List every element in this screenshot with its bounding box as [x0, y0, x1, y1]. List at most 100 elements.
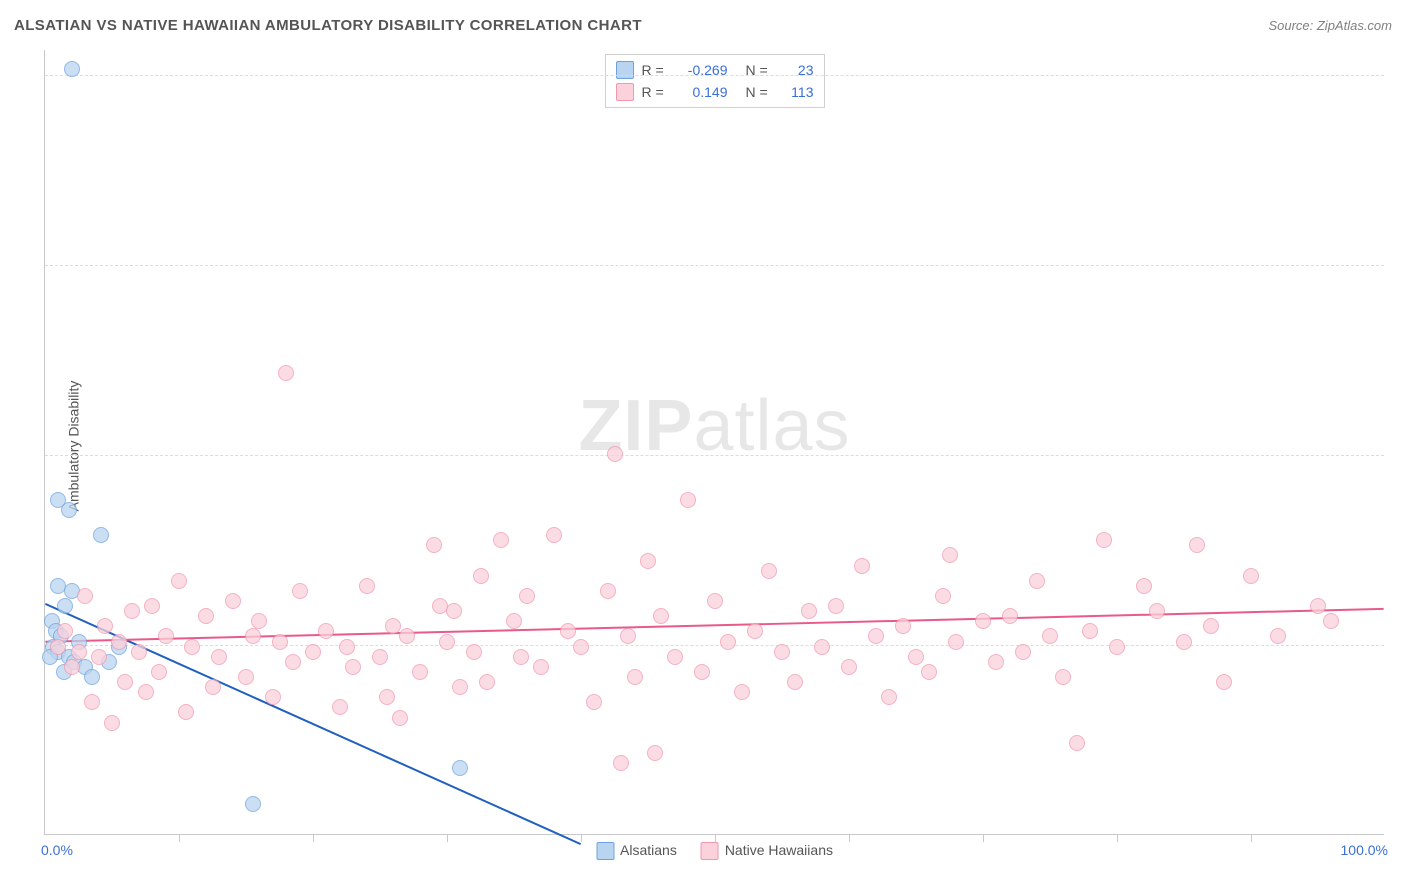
data-point: [533, 659, 549, 675]
data-point: [707, 593, 723, 609]
data-point: [104, 715, 120, 731]
data-point: [466, 644, 482, 660]
data-point: [158, 628, 174, 644]
data-point: [184, 639, 200, 655]
x-axis-max-label: 100.0%: [1341, 842, 1388, 858]
data-point: [345, 659, 361, 675]
correlation-legend: R =-0.269N =23R =0.149N =113: [605, 54, 825, 108]
data-point: [667, 649, 683, 665]
data-point: [1109, 639, 1125, 655]
y-tick-label: 7.5%: [1394, 637, 1406, 653]
x-tick: [983, 834, 984, 842]
data-point: [948, 634, 964, 650]
data-point: [225, 593, 241, 609]
gridline: [45, 455, 1384, 456]
data-point: [519, 588, 535, 604]
data-point: [1203, 618, 1219, 634]
y-tick-label: 15.0%: [1394, 447, 1406, 463]
series-legend: AlsatiansNative Hawaiians: [596, 842, 833, 860]
legend-swatch: [596, 842, 614, 860]
y-tick-label: 22.5%: [1394, 257, 1406, 273]
data-point: [77, 588, 93, 604]
data-point: [64, 659, 80, 675]
x-tick: [447, 834, 448, 842]
data-point: [988, 654, 1004, 670]
data-point: [392, 710, 408, 726]
x-tick: [715, 834, 716, 842]
data-point: [452, 679, 468, 695]
data-point: [131, 644, 147, 660]
data-point: [814, 639, 830, 655]
data-point: [245, 796, 261, 812]
data-point: [111, 634, 127, 650]
data-point: [1216, 674, 1232, 690]
data-point: [359, 578, 375, 594]
data-point: [620, 628, 636, 644]
data-point: [1243, 568, 1259, 584]
data-point: [251, 613, 267, 629]
data-point: [513, 649, 529, 665]
data-point: [211, 649, 227, 665]
data-point: [560, 623, 576, 639]
data-point: [124, 603, 140, 619]
data-point: [680, 492, 696, 508]
data-point: [493, 532, 509, 548]
data-point: [93, 527, 109, 543]
x-axis-min-label: 0.0%: [41, 842, 73, 858]
data-point: [292, 583, 308, 599]
data-point: [801, 603, 817, 619]
data-point: [412, 664, 428, 680]
data-point: [372, 649, 388, 665]
data-point: [921, 664, 937, 680]
data-point: [151, 664, 167, 680]
data-point: [640, 553, 656, 569]
data-point: [607, 446, 623, 462]
data-point: [452, 760, 468, 776]
data-point: [627, 669, 643, 685]
data-point: [198, 608, 214, 624]
data-point: [71, 644, 87, 660]
data-point: [1082, 623, 1098, 639]
x-tick: [849, 834, 850, 842]
data-point: [57, 598, 73, 614]
data-point: [868, 628, 884, 644]
data-point: [586, 694, 602, 710]
data-point: [942, 547, 958, 563]
legend-item: Alsatians: [596, 842, 677, 860]
x-tick: [581, 834, 582, 842]
data-point: [238, 669, 254, 685]
data-point: [1002, 608, 1018, 624]
data-point: [138, 684, 154, 700]
x-tick: [179, 834, 180, 842]
data-point: [747, 623, 763, 639]
data-point: [379, 689, 395, 705]
data-point: [1136, 578, 1152, 594]
data-point: [1189, 537, 1205, 553]
data-point: [50, 639, 66, 655]
data-point: [1055, 669, 1071, 685]
data-point: [734, 684, 750, 700]
data-point: [97, 618, 113, 634]
data-point: [61, 502, 77, 518]
data-point: [573, 639, 589, 655]
data-point: [479, 674, 495, 690]
data-point: [245, 628, 261, 644]
data-point: [84, 694, 100, 710]
data-point: [975, 613, 991, 629]
data-point: [439, 634, 455, 650]
data-point: [854, 558, 870, 574]
data-point: [305, 644, 321, 660]
data-point: [653, 608, 669, 624]
data-point: [178, 704, 194, 720]
legend-swatch: [701, 842, 719, 860]
x-tick: [1251, 834, 1252, 842]
scatter-plot-area: ZIPatlas R =-0.269N =23R =0.149N =113 0.…: [44, 50, 1384, 835]
data-point: [787, 674, 803, 690]
legend-label: Alsatians: [620, 842, 677, 858]
data-point: [828, 598, 844, 614]
data-point: [426, 537, 442, 553]
data-point: [1069, 735, 1085, 751]
data-point: [694, 664, 710, 680]
data-point: [774, 644, 790, 660]
data-point: [841, 659, 857, 675]
